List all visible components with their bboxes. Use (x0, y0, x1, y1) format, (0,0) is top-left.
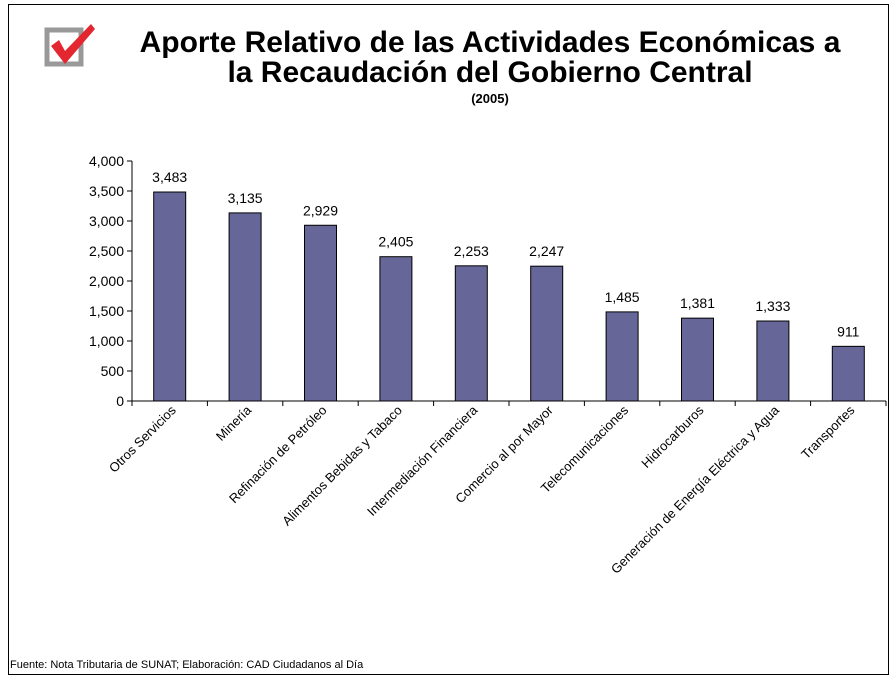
chart-title-line-2: la Recaudación del Gobierno Central (227, 56, 753, 89)
bar-value-label: 3,135 (228, 190, 263, 206)
bar-value-label: 1,485 (605, 289, 640, 305)
y-tick-label: 2,500 (89, 243, 124, 259)
bar (454, 265, 488, 402)
x-tick-label: Otros Servicios (106, 402, 179, 475)
chart-title-line-1: Aporte Relativo de las Actividades Econó… (139, 26, 841, 59)
bar-value-label: 1,333 (755, 298, 790, 314)
bar (379, 256, 413, 402)
x-tick-label: Generación de Energía Eléctrica y Agua (608, 402, 783, 577)
bar (304, 224, 337, 402)
bar-value-label: 2,405 (378, 234, 413, 250)
y-tick-label: 4,000 (89, 153, 124, 169)
chart-title: Aporte Relativo de las Actividades Econó… (110, 28, 870, 88)
y-tick-label: 3,000 (89, 213, 124, 229)
y-tick-label: 1,500 (89, 303, 124, 319)
source-note: Fuente: Nota Tributaria de SUNAT; Elabor… (10, 659, 364, 671)
y-tick-label: 2,000 (89, 273, 124, 289)
bar (153, 191, 187, 402)
y-tick-label: 3,500 (89, 183, 124, 199)
logo-check (51, 24, 95, 64)
bar-value-label: 2,247 (529, 243, 564, 259)
x-tick-label: Transportes (798, 402, 858, 462)
y-tick-label: 1,000 (89, 333, 124, 349)
bar (681, 317, 714, 402)
chart-subtitle: (2005) (471, 91, 509, 106)
x-tick-label: Minería (213, 402, 255, 444)
y-tick-label: 500 (101, 363, 125, 379)
bar (530, 265, 564, 402)
bar-value-label: 911 (837, 323, 860, 339)
x-tick-label: Alimentos Bebidas y Tabaco (279, 403, 405, 529)
x-tick-label: Hidrocarburos (638, 402, 707, 471)
bar (228, 212, 262, 402)
bar-value-label: 3,483 (152, 169, 187, 185)
bar-value-label: 2,929 (303, 202, 338, 218)
bar (605, 311, 639, 402)
bar (831, 345, 865, 402)
y-tick-label: 0 (116, 393, 124, 409)
bar (756, 320, 790, 402)
bar-value-label: 2,253 (454, 243, 489, 259)
checkbox-check-icon (44, 24, 95, 67)
bar-value-label: 1,381 (680, 295, 715, 311)
